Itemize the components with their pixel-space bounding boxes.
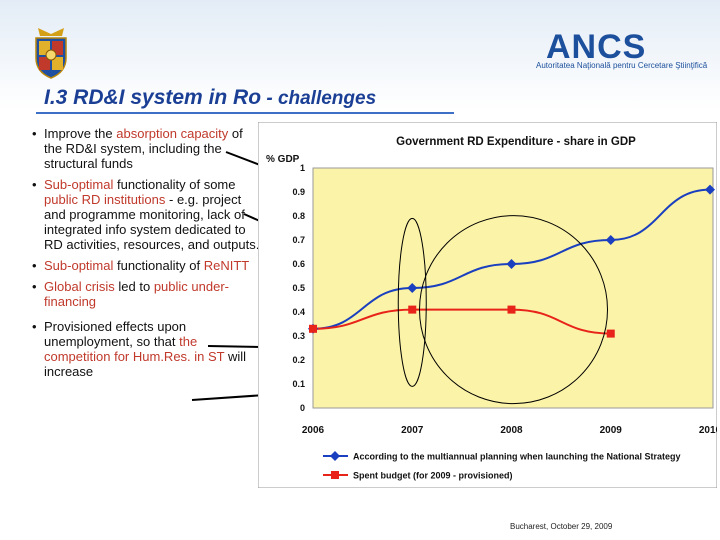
series-line-2 — [312, 308, 611, 335]
slide-title-sub: - challenges — [261, 88, 377, 109]
data-point-series-1 — [605, 235, 616, 245]
y-tick-label: 0 — [300, 403, 305, 413]
ancs-logo: ANCS Autoritatea Naţională pentru Cercet… — [536, 28, 707, 74]
data-point-series-1 — [407, 283, 418, 293]
bullet-marker: • — [32, 177, 37, 192]
bullet-marker: • — [32, 319, 37, 334]
y-tick-label: 0.5 — [292, 283, 305, 293]
bullet-text: led to — [114, 279, 154, 294]
logo-text: ANCS — [546, 28, 647, 66]
bullet-marker: • — [32, 279, 37, 294]
bullet-text: functionality of — [113, 258, 204, 273]
coat-of-arms-icon — [35, 28, 67, 79]
highlight-text: Sub-optimal — [44, 177, 114, 192]
bullet-item: • Provisioned effects upon unemployment, … — [30, 319, 260, 379]
logo-subtitle: Autoritatea Naţională pentru Cercetare Ş… — [536, 61, 708, 70]
x-tick-label: 2010 — [699, 425, 717, 436]
y-tick-label: 0.3 — [292, 331, 305, 341]
y-tick-label: 0.8 — [292, 211, 305, 221]
legend-entry: Spent budget (for 2009 - provisioned) — [353, 471, 513, 481]
y-tick-label: 1 — [300, 163, 305, 173]
plot-area — [312, 167, 714, 409]
y-tick-label: 0.9 — [292, 187, 305, 197]
title-underline — [36, 112, 454, 114]
bullet-marker: • — [32, 258, 37, 273]
data-point-series-2 — [408, 305, 417, 314]
bullet-text: of the RD&I system, including the struct… — [44, 126, 243, 171]
highlight-text: public under-financing — [44, 279, 229, 309]
x-tick-label: 2006 — [302, 425, 325, 436]
y-axis-label: % GDP — [266, 154, 300, 165]
highlight-text: public RD institutions — [44, 192, 166, 207]
highlight-text: Sub-optimal — [44, 258, 114, 273]
y-tick-label: 0.7 — [292, 235, 305, 245]
legend-marker — [330, 451, 340, 461]
data-point-series-1 — [506, 259, 517, 269]
x-tick-label: 2007 — [401, 425, 424, 436]
bullet-item: • Global crisis led to public under-finan… — [30, 279, 260, 309]
legend-marker — [331, 471, 339, 479]
y-tick-label: 0.6 — [292, 259, 305, 269]
highlight-circle-2008 — [419, 215, 608, 405]
bullet-text: functionality of some — [113, 177, 236, 192]
data-point-series-1 — [705, 184, 715, 195]
highlight-text: the competition for Hum.Res. in ST — [44, 334, 225, 364]
chart-title: Government RD Expenditure - share in GDP — [396, 136, 636, 148]
bullet-text: - e.g. project and programme monitoring,… — [44, 192, 260, 252]
gdp-chart: Government RD Expenditure - share in GDP… — [258, 122, 717, 488]
bullet-item: • Sub-optimal functionality of some publi… — [30, 177, 260, 252]
highlight-ellipse-2007 — [397, 217, 427, 387]
header-band — [0, 0, 720, 110]
y-tick-label: 0.1 — [292, 379, 305, 389]
highlight-text: Global crisis — [44, 279, 115, 294]
bullet-text: Provisioned effects upon unemployment, s… — [44, 319, 187, 349]
y-tick-label: 0.2 — [292, 355, 305, 365]
bullet-item: • Sub-optimal functionality of ReNITT — [30, 258, 260, 273]
y-tick-label: 0.4 — [292, 307, 305, 317]
data-point-series-2 — [606, 329, 615, 338]
slide-title-main: I.3 RD&I system in Ro — [44, 86, 262, 109]
x-tick-label: 2009 — [600, 425, 623, 436]
x-tick-label: 2008 — [500, 425, 523, 436]
bullet-marker: • — [32, 126, 37, 141]
legend-entry: According to the multiannual planning wh… — [353, 452, 681, 462]
footer-date: Bucharest, October 29, 2009 — [510, 522, 613, 531]
data-point-series-2 — [309, 324, 317, 333]
data-point-series-2 — [507, 305, 516, 314]
highlight-text: absorption capacity — [116, 126, 229, 141]
highlight-text: ReNITT — [203, 258, 250, 273]
slide-title: I.3 RD&I system in Ro - challenges — [44, 86, 376, 110]
bullet-text: Improve the — [44, 126, 117, 141]
bullet-item: • Improve the absorption capacity of the … — [30, 126, 260, 171]
bullet-list: • Improve the absorption capacity of the … — [30, 126, 260, 379]
